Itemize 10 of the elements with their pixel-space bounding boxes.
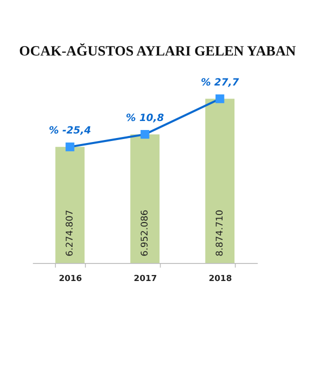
x-tick-label: 2017 <box>134 272 158 283</box>
data-label: 6.274.807 <box>64 210 76 256</box>
annotation: % 10,8 <box>126 113 164 124</box>
annotation: % 27,7 <box>200 77 239 88</box>
data-label: 6.952.086 <box>139 210 150 256</box>
x-tick-label: 2016 <box>58 272 82 283</box>
chart-title: OCAK-AĞUSTOS AYLARI GELEN YABAN <box>19 42 297 60</box>
data-label: 8.874.710 <box>214 210 226 256</box>
x-tick-label: 2018 <box>208 272 232 283</box>
annotation: % -25,4 <box>48 126 92 137</box>
